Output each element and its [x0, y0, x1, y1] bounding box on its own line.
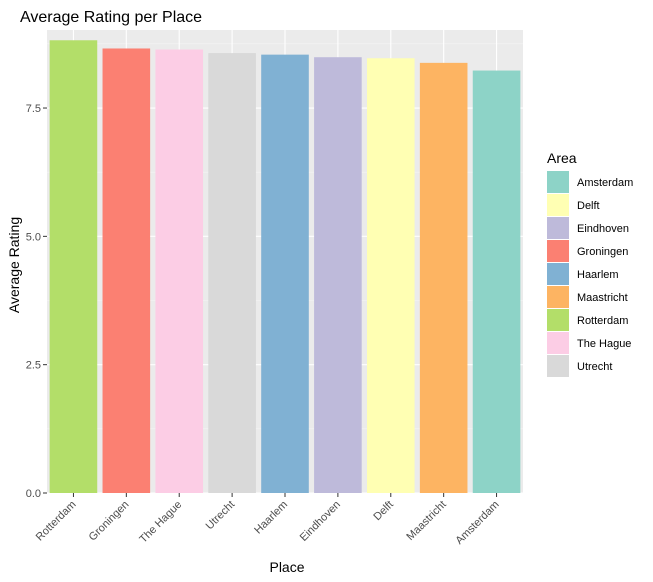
y-axis-title: Average Rating [6, 217, 22, 313]
legend-swatch-the-hague [547, 332, 569, 354]
legend-label-groningen: Groningen [577, 246, 628, 258]
legend-label-the-hague: The Hague [577, 338, 631, 350]
bar-maastricht [419, 62, 468, 493]
legend-label-utrecht: Utrecht [577, 361, 612, 373]
y-tick-label: 7.5 [26, 103, 41, 115]
x-tick-label: Maastricht [404, 499, 448, 543]
legend-swatch-haarlem [547, 263, 569, 285]
legend-swatch-amsterdam [547, 171, 569, 193]
legend-swatch-delft [547, 194, 569, 216]
y-axis: 0.0 2.5 5.0 7.5 [26, 103, 47, 500]
bar-the-hague [155, 49, 204, 493]
x-tick-label: Utrecht [204, 499, 238, 533]
legend-title: Area [547, 150, 577, 166]
bar-haarlem [261, 54, 309, 493]
legend: Area Amsterdam Delft Eindhoven Groningen Haa… [547, 150, 633, 377]
x-axis: Rotterdam Groningen The Hague Utrecht Haarle… [34, 493, 502, 547]
bar-groningen [102, 48, 151, 493]
legend-swatch-rotterdam [547, 309, 569, 331]
x-tick-label: The Hague [137, 499, 184, 546]
bar-delft [366, 58, 415, 493]
bar-amsterdam [472, 70, 521, 493]
legend-swatch-maastricht [547, 286, 569, 308]
bar-utrecht [208, 53, 256, 494]
bar-rotterdam [49, 40, 98, 493]
legend-label-eindhoven: Eindhoven [577, 223, 629, 235]
y-tick-label: 5.0 [26, 231, 41, 243]
plot-panel [47, 30, 523, 494]
x-tick-label: Groningen [87, 499, 132, 544]
x-tick-label: Rotterdam [34, 499, 79, 544]
y-tick-label: 2.5 [26, 360, 41, 372]
legend-swatch-groningen [547, 240, 569, 262]
legend-label-delft: Delft [577, 200, 600, 212]
bar-eindhoven [314, 57, 362, 493]
legend-swatch-utrecht [547, 355, 569, 377]
x-axis-title: Place [269, 559, 304, 575]
legend-swatch-eindhoven [547, 217, 569, 239]
legend-label-rotterdam: Rotterdam [577, 315, 628, 327]
x-tick-label: Eindhoven [298, 499, 343, 544]
chart-title: Average Rating per Place [20, 9, 202, 26]
x-tick-label: Amsterdam [453, 499, 501, 547]
legend-label-haarlem: Haarlem [577, 269, 619, 281]
y-tick-label: 0.0 [26, 488, 41, 500]
legend-label-maastricht: Maastricht [577, 292, 628, 304]
x-tick-label: Haarlem [252, 499, 290, 537]
x-tick-label: Delft [371, 499, 395, 523]
legend-label-amsterdam: Amsterdam [577, 177, 633, 189]
